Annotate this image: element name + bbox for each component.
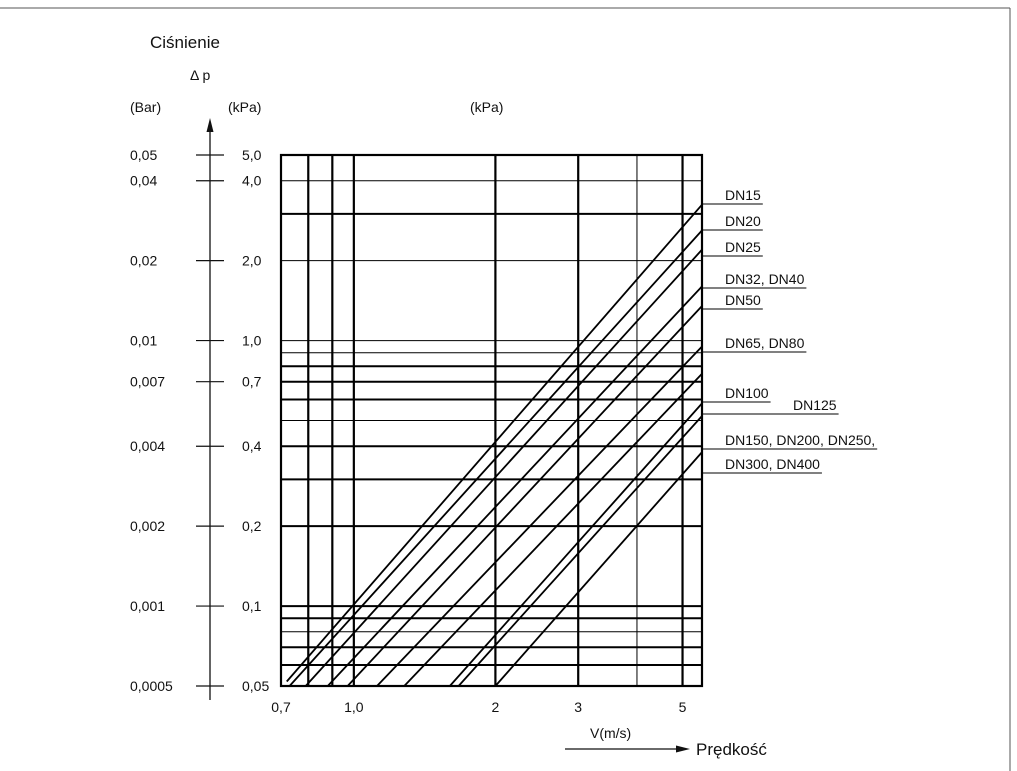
y-tick-label-kpa-1: 4,0 <box>242 173 262 189</box>
y-tick-label-bar-7: 0,001 <box>130 598 165 614</box>
series-label-6: DN100 <box>725 385 769 401</box>
series-line-9 <box>494 451 703 687</box>
series-labels: DN15 DN20 DN25 DN32, DN40 DN50 DN65, DN80 DN10… <box>702 187 878 474</box>
series-label-7: DN125 <box>793 397 837 413</box>
series-line-1 <box>288 229 703 687</box>
series-label-8: DN150, DN200, DN250, <box>725 432 875 448</box>
series-label-1: DN20 <box>725 213 761 229</box>
horizontal-grid-lines <box>281 180 702 666</box>
grid-kpa-unit-label: (kPa) <box>470 99 503 115</box>
y-tick-label-bar-6: 0,002 <box>130 518 165 534</box>
pressure-axis-arrow-icon <box>206 118 214 132</box>
y-tick-label-bar-5: 0,004 <box>130 438 165 454</box>
series-line-6 <box>403 373 703 687</box>
series-label-9: DN300, DN400 <box>725 456 820 472</box>
y-tick-label-bar-2: 0,02 <box>130 253 157 269</box>
series-line-5 <box>376 345 703 687</box>
series-label-4: DN50 <box>725 292 761 308</box>
x-axis-label: V(m/s) <box>590 725 631 741</box>
y-tick-label-kpa-8: 0,05 <box>242 678 269 694</box>
y-tick-label-kpa-7: 0,1 <box>242 598 262 614</box>
x-tick-label-1: 1,0 <box>344 699 364 715</box>
kpa-axis-unit-label: (kPa) <box>228 99 261 115</box>
series-line-2 <box>305 249 703 687</box>
series-label-0: DN15 <box>725 187 761 203</box>
y-tick-label-kpa-0: 5,0 <box>242 147 262 163</box>
y-tick-label-kpa-6: 0,2 <box>242 518 262 534</box>
x-tick-label-2: 2 <box>492 699 500 715</box>
series-line-0 <box>286 204 703 683</box>
y-tick-label-kpa-4: 0,7 <box>242 374 262 390</box>
pressure-symbol: Δ p <box>190 67 210 83</box>
y-tick-label-kpa-3: 1,0 <box>242 333 262 349</box>
series-lines <box>286 204 703 687</box>
y-tick-label-bar-4: 0,007 <box>130 374 165 390</box>
plot-area-border <box>279 153 704 688</box>
series-line-4 <box>346 305 703 687</box>
chart-title: Ciśnienie <box>150 33 220 52</box>
x-tick-label-3: 3 <box>574 699 582 715</box>
bar-unit-label: (Bar) <box>130 99 161 115</box>
series-line-3 <box>327 285 703 687</box>
y-tick-label-kpa-2: 2,0 <box>242 253 262 269</box>
y-tick-label-bar-3: 0,01 <box>130 333 157 349</box>
y-tick-label-bar-8: 0,0005 <box>130 678 173 694</box>
y-tick-label-kpa-5: 0,4 <box>242 438 262 454</box>
y-tick-label-bar-0: 0,05 <box>130 147 157 163</box>
y-tick-label-bar-1: 0,04 <box>130 173 157 189</box>
series-label-3: DN32, DN40 <box>725 271 805 287</box>
x-tick-label-0: 0,7 <box>271 699 291 715</box>
velocity-label: Prędkość <box>696 740 767 759</box>
series-label-2: DN25 <box>725 239 761 255</box>
series-line-8 <box>457 415 703 687</box>
y-axis-ticks: 0,05 5,0 0,04 4,0 0,02 2,0 0,01 1,0 0,007 0,7 0,00… <box>130 147 269 694</box>
velocity-arrow-icon <box>676 745 690 753</box>
series-label-5: DN65, DN80 <box>725 335 805 351</box>
x-tick-label-4: 5 <box>679 699 687 715</box>
x-axis-ticks: 0,7 1,0 2 3 5 <box>271 699 686 715</box>
series-line-7 <box>449 402 703 687</box>
